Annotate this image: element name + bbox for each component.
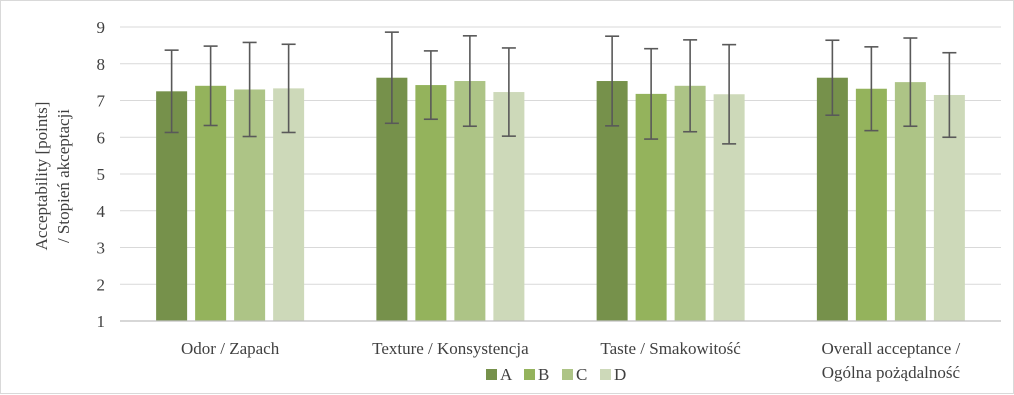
bars [156,77,965,322]
error-bar [281,43,296,134]
error-bars [164,31,957,145]
legend-label: D [614,365,626,384]
y-axis-title-line: / Stopień akceptacji [54,109,73,243]
y-tick-label: 9 [97,18,106,37]
category-labels: Odor / Zapach Texture / Konsystencja Taste… [181,339,960,382]
category-label: Odor / Zapach [181,339,280,358]
legend-label: A [500,365,513,384]
error-bar [644,47,659,140]
legend-item-d: D [600,365,626,384]
error-bar [462,35,477,128]
y-tick-label: 2 [97,275,106,294]
error-bar [242,41,257,138]
legend-swatch [486,369,497,380]
y-tick-label: 1 [97,312,106,331]
legend-swatch [562,369,573,380]
y-axis-title-line: Acceptability [points] [32,102,51,251]
error-bar [605,35,620,127]
error-bar [942,51,957,139]
error-bar [164,49,179,134]
gridlines [120,26,1001,285]
legend-swatch [524,369,535,380]
legend-item-c: C [562,365,587,384]
y-tick-label: 8 [97,55,106,74]
category-label: Texture / Konsystencja [372,339,529,358]
error-bar [384,31,399,125]
error-bar [501,47,516,137]
y-tick-label: 7 [97,92,106,111]
category-label: Ogólna pożądalność [822,363,961,382]
legend-item-a: A [486,365,513,384]
y-tick-label: 4 [97,202,106,221]
bar-b [415,85,447,321]
error-bar [903,37,918,128]
error-bar [722,43,737,145]
legend: A B C D [486,365,626,384]
legend-label: C [576,365,587,384]
bar-a [816,77,848,321]
y-axis-title: Acceptability [points] / Stopień akceptac… [32,102,73,251]
legend-item-b: B [524,365,549,384]
legend-swatch [600,369,611,380]
error-bar [825,39,840,116]
category-label: Overall acceptance / [822,339,961,358]
error-bar [864,46,879,132]
y-tick-label: 6 [97,128,106,147]
legend-label: B [538,365,549,384]
error-bar [683,39,698,133]
y-tick-label: 3 [97,239,106,258]
error-bar [423,50,438,121]
y-tick-label: 5 [97,165,106,184]
category-label: Taste / Smakowitość [600,339,741,358]
y-axis-ticks: 1 2 3 4 5 6 7 8 9 [97,18,106,331]
error-bar [203,45,218,127]
